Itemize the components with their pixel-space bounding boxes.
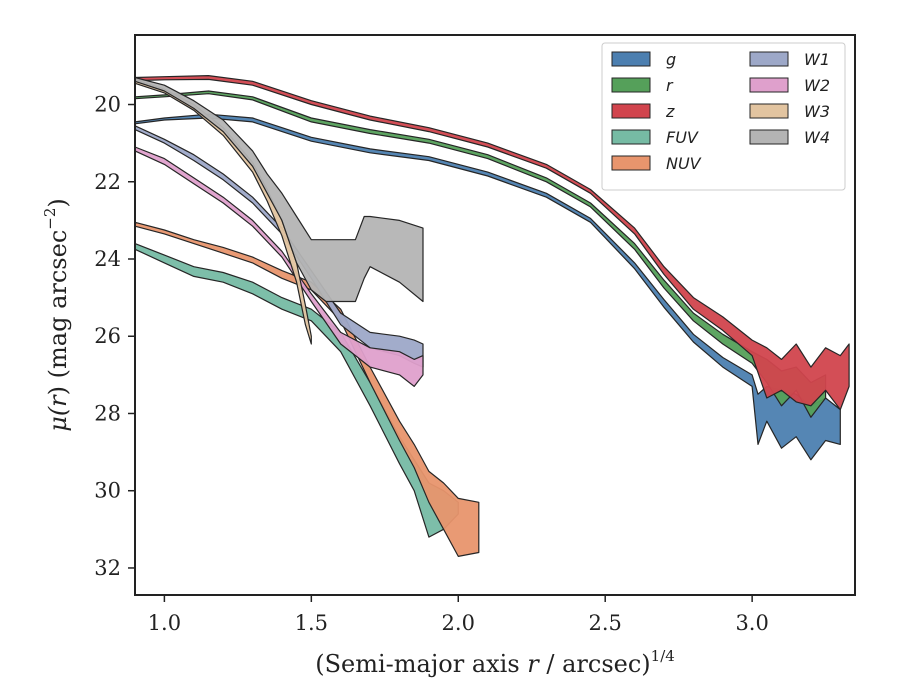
band-z	[134, 74, 850, 411]
legend-label-w2: W2	[804, 76, 830, 95]
legend-swatch-z	[611, 103, 651, 119]
band-r	[134, 90, 827, 418]
x-tick-label: 1.5	[295, 611, 328, 635]
legend-label-nuv: NUV	[666, 154, 702, 173]
legend-label-g: g	[666, 50, 676, 69]
y-axis-title: μ(r) (mag arcsec−2)	[41, 198, 72, 432]
y-tick-label: 32	[94, 556, 121, 580]
legend-swatch-w2	[749, 77, 789, 93]
legend-label-w1: W1	[804, 50, 830, 69]
legend: grz FUV NUV W1 W2 W3 W4	[601, 42, 846, 191]
legend-label-fuv: FUV	[666, 128, 699, 147]
band-nuv	[134, 221, 480, 558]
legend-swatch-r	[611, 77, 651, 93]
y-tick-label: 22	[94, 170, 121, 194]
x-axis-title: (Semi-major axis r / arcsec)1/4	[315, 647, 675, 678]
legend-label-r: r	[666, 76, 674, 95]
plot-frame	[134, 34, 856, 596]
y-axis: 20 22 24 26 28 30 32	[94, 93, 135, 580]
legend-swatch-w4	[749, 129, 789, 145]
y-tick-label: 30	[94, 479, 121, 503]
x-tick-label: 3.0	[735, 611, 768, 635]
y-tick-label: 24	[94, 247, 121, 271]
legend-swatch-w3	[749, 103, 789, 119]
band-g	[134, 113, 841, 461]
y-tick-label: 20	[94, 93, 121, 117]
x-axis: 1.0 1.5 2.0 2.5 3.0	[148, 595, 769, 635]
legend-swatch-g	[611, 51, 651, 67]
legend-label-z: z	[665, 102, 675, 121]
legend-label-w3: W3	[804, 102, 830, 121]
y-tick-label: 28	[94, 401, 121, 425]
series-bands	[134, 74, 850, 558]
x-tick-label: 2.5	[589, 611, 622, 635]
x-tick-label: 2.0	[442, 611, 475, 635]
x-tick-label: 1.0	[148, 611, 181, 635]
legend-swatch-w1	[749, 51, 789, 67]
legend-label-w4: W4	[804, 128, 830, 147]
legend-swatch-fuv	[611, 129, 651, 145]
legend-swatch-nuv	[611, 155, 651, 171]
y-tick-label: 26	[94, 324, 121, 348]
band-w2	[134, 146, 424, 387]
band-w4	[134, 76, 424, 303]
